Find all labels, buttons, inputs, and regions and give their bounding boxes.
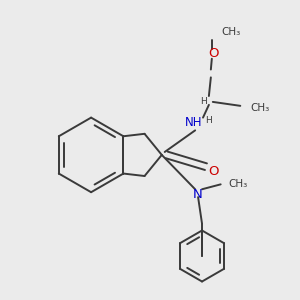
Text: O: O (208, 165, 219, 178)
Text: CH₃: CH₃ (222, 27, 241, 37)
Text: NH: NH (184, 116, 202, 129)
Text: O: O (208, 47, 219, 60)
Text: CH₃: CH₃ (229, 179, 248, 189)
Text: N: N (193, 188, 203, 201)
Text: H: H (200, 98, 206, 106)
Text: H: H (206, 116, 212, 125)
Text: CH₃: CH₃ (250, 103, 269, 113)
